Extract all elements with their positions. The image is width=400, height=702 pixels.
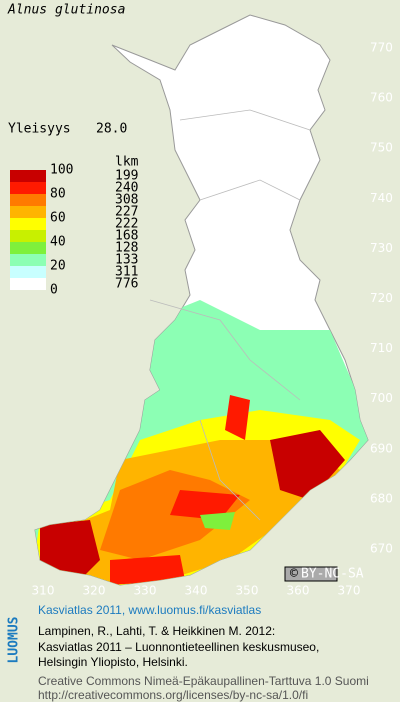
legend-scale-label: 20: [50, 259, 66, 274]
x-coordinate-label: 370: [338, 584, 361, 598]
frequency-label: Yleisyys: [8, 122, 71, 137]
legend-count: 133: [115, 253, 138, 268]
legend-count: 168: [115, 229, 138, 244]
x-coordinate-label: 320: [83, 584, 106, 598]
legend-swatch: [10, 194, 46, 206]
cc-badge-text: BY-NC-SA: [301, 567, 364, 582]
y-coordinate-label: 740: [370, 191, 393, 205]
legend-swatch: [10, 254, 46, 266]
y-coordinate-label: 760: [370, 91, 393, 105]
class-area: [200, 512, 235, 530]
legend-count: 227: [115, 205, 138, 220]
x-coordinate-label: 340: [185, 584, 208, 598]
cc-badge-text: ©: [290, 567, 298, 582]
title: Alnus glutinosa: [7, 3, 125, 18]
legend-scale-label: 0: [50, 283, 58, 298]
legend-swatch: [10, 242, 46, 254]
border-line: [149, 109, 311, 521]
y-coordinate-label: 750: [370, 141, 393, 155]
legend-scale-label: 100: [50, 163, 73, 178]
legend-scale-label: 40: [50, 235, 66, 250]
legend-scale-label: 60: [50, 211, 66, 226]
citation: Lampinen, R., Lahti, T. & Heikkinen M. 2…: [38, 624, 275, 638]
y-coordinate-label: 700: [370, 391, 393, 405]
license: Creative Commons Nimeä-Epäkaupallinen-Ta…: [38, 674, 369, 688]
legend-count: 776: [115, 277, 138, 292]
y-coordinate-label: 720: [370, 291, 393, 305]
y-coordinate-label: 670: [370, 542, 393, 556]
legend-count: 128: [115, 241, 138, 256]
legend-swatch: [10, 218, 46, 230]
cc-badge: [284, 566, 338, 582]
class-area: [225, 395, 250, 440]
legend-scale-label: 80: [50, 187, 66, 202]
legend-swatch: [10, 182, 46, 194]
legend-count: 311: [115, 265, 138, 280]
y-coordinate-label: 690: [370, 441, 393, 455]
y-coordinate-label: 770: [370, 41, 393, 55]
class-area: [112, 365, 135, 390]
legend-swatch: [10, 278, 46, 290]
citation: Kasviatlas 2011 – Luonnontieteellinen ke…: [38, 640, 319, 654]
class-area: [170, 490, 240, 520]
x-coordinate-label: 360: [287, 584, 310, 598]
distribution: [35, 300, 368, 585]
y-coordinate-label: 730: [370, 241, 393, 255]
x-coordinate-label: 310: [32, 584, 55, 598]
class-area: [110, 555, 185, 585]
class-area: [40, 520, 100, 580]
x-coordinate-label: 330: [134, 584, 157, 598]
legend-swatch: [10, 230, 46, 242]
frequency-value: 28.0: [96, 122, 127, 137]
y-coordinate-label: 710: [370, 341, 393, 355]
legend-swatch: [10, 206, 46, 218]
brand: LUOMUS: [7, 616, 22, 663]
citation: Helsingin Yliopisto, Helsinki.: [38, 655, 188, 669]
legend-count: 222: [115, 217, 138, 232]
link: Kasviatlas 2011, www.luomus.fi/kasviatla…: [38, 603, 261, 617]
map: [34, 14, 369, 586]
class-area: [270, 430, 345, 500]
legend-count: 199: [115, 169, 138, 184]
legend-swatch: [10, 266, 46, 278]
y-coordinate-label: 680: [370, 491, 393, 505]
x-coordinate-label: 350: [236, 584, 259, 598]
legend-swatch: [10, 170, 46, 182]
legend-count: 308: [115, 193, 138, 208]
legend-heading: lkm: [115, 155, 139, 170]
legend-count: 240: [115, 181, 138, 196]
license: http://creativecommons.org/licenses/by-n…: [38, 688, 308, 702]
